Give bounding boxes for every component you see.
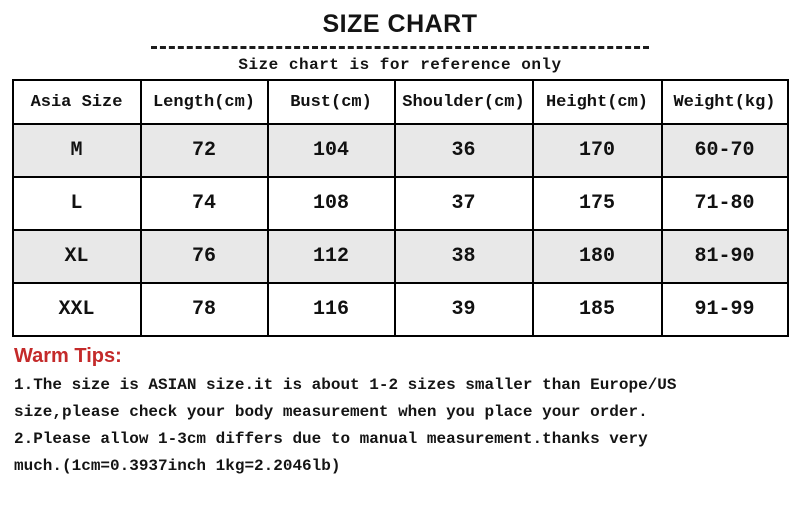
length-cell: 76 xyxy=(139,229,269,284)
height-cell: 175 xyxy=(531,176,663,231)
header-cell-asia-size: Asia Size xyxy=(11,79,142,125)
table-header-row: Asia Size Length(cm) Bust(cm) Shoulder(c… xyxy=(11,79,789,125)
header-cell-length: Length(cm) xyxy=(139,79,269,125)
table-row-xxl: XXL 78 116 39 185 91-99 xyxy=(11,282,789,337)
warm-tips-heading: Warm Tips: xyxy=(14,345,122,367)
warm-tips-line-2: size,please check your body measurement … xyxy=(14,403,648,421)
dashed-divider xyxy=(151,46,649,49)
warm-tips-section: Warm Tips: 1.The size is ASIAN size.it i… xyxy=(14,345,786,480)
size-label-cell: L xyxy=(11,176,142,231)
bust-cell: 108 xyxy=(266,176,396,231)
weight-cell: 71-80 xyxy=(660,176,789,231)
header-cell-shoulder: Shoulder(cm) xyxy=(393,79,534,125)
size-label-cell: XXL xyxy=(11,282,142,337)
warm-tips-line-3: 2.Please allow 1-3cm differs due to manu… xyxy=(14,430,648,448)
size-label-cell: XL xyxy=(11,229,142,284)
bust-cell: 104 xyxy=(266,123,396,178)
shoulder-cell: 37 xyxy=(393,176,534,231)
size-table: Asia Size Length(cm) Bust(cm) Shoulder(c… xyxy=(11,79,789,337)
reference-note: Size chart is for reference only xyxy=(238,56,562,74)
bust-cell: 116 xyxy=(266,282,396,337)
size-label-cell: M xyxy=(11,123,142,178)
weight-cell: 60-70 xyxy=(660,123,789,178)
length-cell: 78 xyxy=(139,282,269,337)
weight-cell: 81-90 xyxy=(660,229,789,284)
shoulder-cell: 39 xyxy=(393,282,534,337)
height-cell: 180 xyxy=(531,229,663,284)
table-row-m: M 72 104 36 170 60-70 xyxy=(11,123,789,178)
warm-tips-line-4: much.(1cm=0.3937inch 1kg=2.2046lb) xyxy=(14,457,341,475)
weight-cell: 91-99 xyxy=(660,282,789,337)
warm-tips-line-1: 1.The size is ASIAN size.it is about 1-2… xyxy=(14,376,677,394)
height-cell: 170 xyxy=(531,123,663,178)
header-cell-weight: Weight(kg) xyxy=(660,79,789,125)
length-cell: 74 xyxy=(139,176,269,231)
header-cell-bust: Bust(cm) xyxy=(266,79,396,125)
shoulder-cell: 38 xyxy=(393,229,534,284)
length-cell: 72 xyxy=(139,123,269,178)
page-title: SIZE CHART xyxy=(322,10,478,38)
table-row-l: L 74 108 37 175 71-80 xyxy=(11,176,789,231)
header-cell-height: Height(cm) xyxy=(531,79,663,125)
table-row-xl: XL 76 112 38 180 81-90 xyxy=(11,229,789,284)
size-chart-page: SIZE CHART Size chart is for reference o… xyxy=(0,10,800,510)
bust-cell: 112 xyxy=(266,229,396,284)
shoulder-cell: 36 xyxy=(393,123,534,178)
height-cell: 185 xyxy=(531,282,663,337)
